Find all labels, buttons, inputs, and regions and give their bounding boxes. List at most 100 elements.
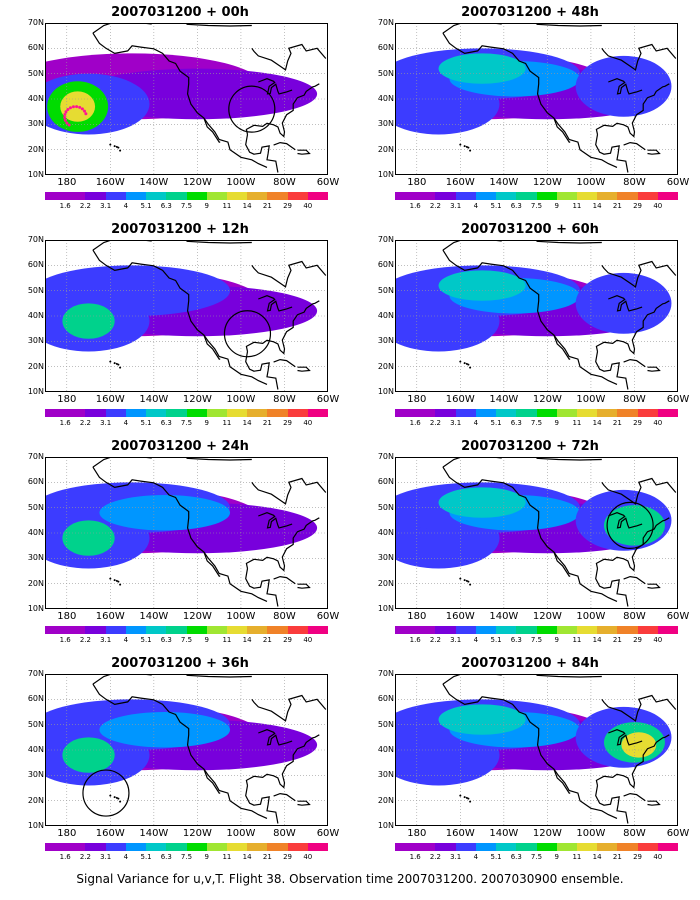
coastline <box>608 512 643 529</box>
map-panel: 2007031200 + 84h 70N 60N 50N 40N 30N 20N 10N 180… <box>360 656 700 874</box>
colorbar-label: 29 <box>283 419 293 427</box>
coastline <box>623 575 646 585</box>
colorbar-label: 14 <box>592 202 602 210</box>
coastline <box>595 734 670 789</box>
colorbar-swatch <box>85 192 106 200</box>
observation-point <box>68 106 72 110</box>
target-circle <box>223 310 272 358</box>
colorbar-label: 11 <box>572 202 582 210</box>
colorbar-label: 29 <box>283 636 293 644</box>
lat-label: 60N <box>377 477 394 487</box>
hawaii-island <box>469 149 472 152</box>
coastline <box>245 83 320 138</box>
lon-label: 180 <box>407 177 427 188</box>
coastline <box>608 295 643 312</box>
coastline <box>92 240 152 251</box>
lat-label: 10N <box>27 604 44 613</box>
lat-label: 50N <box>27 502 44 512</box>
lon-label: 140W <box>489 394 519 405</box>
hawaii-island <box>119 149 122 152</box>
coastline <box>245 351 279 390</box>
variance-contour <box>438 270 526 301</box>
hawaii-island <box>459 360 462 363</box>
variance-contour <box>62 303 115 339</box>
hawaii-island <box>463 362 466 365</box>
colorbar-label: 1.6 <box>59 202 71 210</box>
lon-label: 180 <box>57 611 77 622</box>
lat-label: 60N <box>377 43 394 53</box>
colorbar-swatch <box>206 626 227 634</box>
lat-label: 70N <box>27 18 44 27</box>
colorbar-labels: 1.6 2.2 3.1 4 5.1 6.3 7.5 9 11 14 21 29 40 <box>45 852 328 862</box>
colorbar-swatch <box>536 843 557 851</box>
lat-label: 60N <box>27 477 44 487</box>
lon-label: 160W <box>445 394 475 405</box>
hawaii-island <box>109 143 112 146</box>
colorbar-swatch <box>65 192 86 200</box>
hawaii-island <box>115 145 118 148</box>
colorbar-label: 4 <box>473 202 479 210</box>
colorbar-swatch <box>415 843 436 851</box>
colorbar-swatch <box>415 626 436 634</box>
coastline <box>273 141 296 151</box>
lat-label: 70N <box>27 452 44 461</box>
coastline <box>536 240 602 244</box>
colorbar-swatch <box>247 409 268 417</box>
lon-label: 140W <box>139 611 169 622</box>
observation-point <box>63 113 67 117</box>
colorbar-labels: 1.6 2.2 3.1 4 5.1 6.3 7.5 9 11 14 21 29 40 <box>45 635 328 645</box>
lon-label: 60W <box>666 611 690 622</box>
colorbar-label: 1.6 <box>59 853 71 861</box>
colorbar <box>45 626 329 634</box>
colorbar-label: 4 <box>473 636 479 644</box>
lat-label: 60N <box>27 260 44 270</box>
colorbar-label: 29 <box>283 202 293 210</box>
colorbar-swatch <box>307 626 329 634</box>
colorbar-swatch <box>617 843 638 851</box>
panel-title: 2007031200 + 12h <box>111 222 249 237</box>
colorbar-swatch <box>226 626 248 634</box>
colorbar-label: 29 <box>633 202 643 210</box>
lon-label: 140W <box>139 828 169 839</box>
colorbar-swatch <box>247 843 268 851</box>
colorbar-label: 14 <box>242 636 252 644</box>
colorbar-swatch <box>395 192 416 200</box>
lon-label: 120W <box>532 611 562 622</box>
hawaii-island <box>465 362 468 365</box>
observation-point <box>84 112 88 116</box>
colorbar-label: 11 <box>222 636 232 644</box>
colorbar-swatch <box>597 626 618 634</box>
colorbar-label: 5.1 <box>490 636 502 644</box>
colorbar-label: 14 <box>242 419 252 427</box>
coastline <box>251 694 327 722</box>
lon-label: 80W <box>623 394 646 405</box>
colorbar-swatch <box>395 626 416 634</box>
lat-label: 40N <box>27 94 44 103</box>
hawaii-island <box>467 797 470 800</box>
map-canvas <box>395 457 678 609</box>
colorbar-label: 29 <box>633 853 643 861</box>
lat-label: 70N <box>377 452 394 461</box>
colorbar-label: 5.1 <box>490 202 502 210</box>
lon-label: 160W <box>95 828 125 839</box>
colorbar-swatch <box>146 626 167 634</box>
lon-label: 100W <box>226 394 256 405</box>
colorbar-swatch <box>105 843 126 851</box>
coastline <box>92 683 268 819</box>
coastline <box>203 551 221 577</box>
hawaii-island <box>467 363 470 366</box>
colorbar-swatch <box>206 409 227 417</box>
colorbar-swatch <box>657 192 679 200</box>
coastline <box>297 800 311 806</box>
lon-label: 160W <box>95 611 125 622</box>
colorbar-swatch <box>226 843 248 851</box>
colorbar-label: 29 <box>283 853 293 861</box>
lon-label: 100W <box>226 177 256 188</box>
colorbar-swatch <box>657 843 679 851</box>
variance-contour <box>621 732 657 758</box>
colorbar-swatch <box>576 843 598 851</box>
lat-label: 30N <box>377 770 394 780</box>
lon-label: 100W <box>576 611 606 622</box>
colorbar-label: 4 <box>123 419 129 427</box>
colorbar-label: 1.6 <box>59 419 71 427</box>
